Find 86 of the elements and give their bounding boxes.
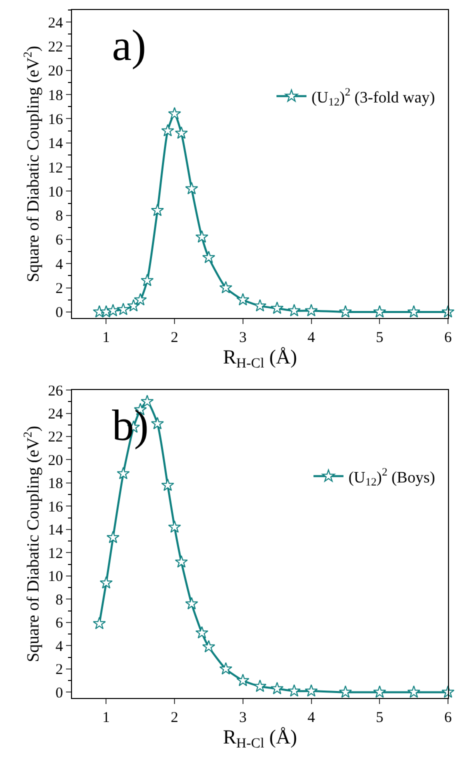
x-tick-label: 3	[239, 330, 247, 346]
x-tick-label: 4	[308, 710, 316, 726]
x-tick-label: 2	[170, 710, 178, 726]
point	[140, 274, 154, 286]
point	[140, 394, 154, 408]
y-tick-label: 22	[48, 430, 63, 446]
point	[373, 305, 386, 318]
x-tick-label: 2	[170, 330, 178, 346]
y-tick-label: 18	[48, 476, 63, 492]
point	[288, 684, 301, 697]
y-tick-label: 18	[48, 88, 63, 104]
point	[304, 304, 318, 316]
point	[185, 182, 198, 194]
x-tick-label: 1	[102, 330, 110, 346]
point	[236, 293, 250, 306]
y-tick-label: 8	[56, 592, 63, 608]
point	[185, 597, 198, 610]
point	[161, 124, 174, 136]
x-tick-label: 6	[444, 330, 452, 346]
point	[288, 304, 301, 316]
y-tick-label: 0	[56, 305, 63, 322]
y-tick-label: 4	[56, 638, 64, 655]
point	[270, 682, 284, 694]
point	[407, 305, 420, 318]
point	[202, 640, 216, 652]
point	[92, 616, 106, 630]
point	[150, 416, 164, 430]
point	[116, 302, 130, 316]
y-tick-label: 20	[48, 64, 63, 80]
y-tick-label: 20	[48, 452, 63, 469]
point	[407, 685, 420, 698]
annotation: a)	[112, 21, 146, 70]
x-tick-label: 4	[308, 330, 316, 346]
y-tick-label: 12	[48, 160, 63, 176]
y-tick-label: 14	[48, 136, 64, 152]
y-tick-label: 24	[48, 406, 64, 422]
point	[338, 305, 352, 318]
point	[174, 126, 188, 139]
point	[168, 107, 182, 120]
point	[254, 299, 266, 312]
point	[236, 674, 250, 686]
point	[219, 662, 232, 675]
y-tick-label: 26	[48, 383, 64, 400]
y-tick-label: 16	[48, 499, 64, 516]
point	[161, 478, 174, 491]
point	[168, 520, 182, 533]
point	[106, 304, 120, 316]
y-tick-label: 2	[56, 662, 63, 678]
y-tick-label: 12	[48, 546, 63, 562]
x-tick-label: 5	[376, 330, 384, 346]
x-tick-label: 1	[102, 710, 110, 726]
point	[116, 466, 130, 480]
y-tick-label: 16	[48, 112, 64, 128]
x-tick-label: 3	[239, 710, 247, 726]
point	[254, 680, 266, 692]
point	[106, 530, 120, 544]
y-tick-label: 6	[56, 232, 64, 249]
y-tick-label: 2	[56, 281, 63, 298]
point	[304, 684, 318, 697]
point	[202, 250, 216, 264]
y-tick-label: 24	[48, 15, 64, 32]
y-tick-label: 6	[56, 616, 64, 632]
legend-label: (U$_{12}$)$^{2}$ (Boys)	[348, 466, 436, 489]
y-tick-label: 4	[56, 256, 64, 273]
point	[338, 685, 352, 698]
point	[195, 230, 208, 243]
y-tick-label: 22	[48, 39, 63, 56]
point	[127, 299, 140, 312]
y-tick-label: 10	[48, 569, 63, 586]
point	[373, 685, 386, 698]
x-tick-label: 6	[444, 710, 452, 726]
point	[195, 626, 208, 639]
y-tick-label: 8	[56, 208, 63, 225]
point	[270, 302, 284, 314]
point	[219, 281, 232, 294]
x-axis-title: R$_{H-Cl}$ (Å)	[222, 346, 298, 372]
y-tick-label: 10	[48, 184, 63, 200]
point	[150, 204, 164, 216]
x-axis-title: R$_{H-Cl}$ (Å)	[222, 726, 298, 752]
y-tick-label: 0	[56, 685, 63, 702]
point	[100, 576, 113, 589]
point	[134, 293, 147, 306]
legend-label: (U$_{12}$)$^{2}$ (3-fold way)	[311, 86, 435, 109]
point	[174, 555, 188, 568]
y-tick-label: 14	[48, 522, 64, 539]
x-tick-label: 5	[376, 710, 384, 726]
